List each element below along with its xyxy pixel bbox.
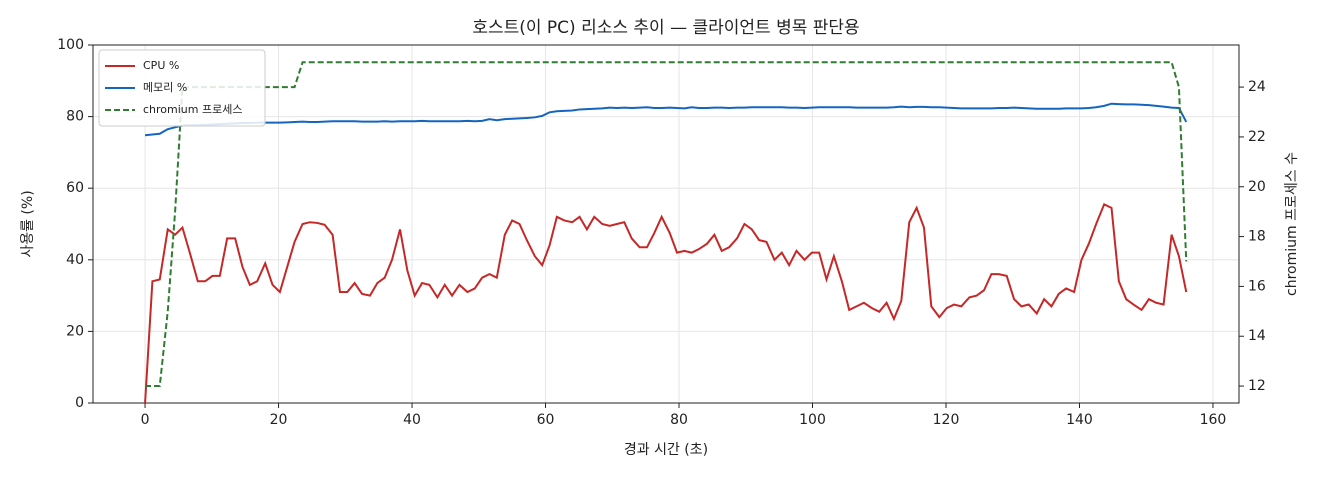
series-line bbox=[144, 202, 1188, 404]
legend-label: 메모리 % bbox=[143, 81, 187, 94]
y-axis-label: 사용률 (%) bbox=[20, 190, 36, 257]
y-tick-label: 0 bbox=[75, 395, 84, 411]
y2-axis-label: chromium 프로세스 수 bbox=[1284, 152, 1300, 296]
y2-tick-label: 18 bbox=[1248, 229, 1266, 245]
y-tick-label: 80 bbox=[66, 109, 84, 125]
y-tick-label: 40 bbox=[66, 252, 84, 268]
legend-label: CPU % bbox=[143, 59, 179, 72]
y-tick-label: 60 bbox=[66, 180, 84, 196]
y2-tick-label: 24 bbox=[1248, 79, 1266, 95]
x-tick-label: 160 bbox=[1200, 412, 1227, 428]
x-tick-label: 140 bbox=[1066, 412, 1093, 428]
y2-tick-label: 14 bbox=[1248, 328, 1266, 344]
y2-tick-label: 12 bbox=[1248, 378, 1266, 394]
x-tick-label: 60 bbox=[537, 412, 555, 428]
x-tick-label: 80 bbox=[670, 412, 688, 428]
x-tick-label: 120 bbox=[933, 412, 960, 428]
chart-title: 호스트(이 PC) 리소스 추이 — 클라이언트 병목 판단용 bbox=[472, 18, 859, 38]
plot-frame bbox=[92, 44, 1240, 404]
legend-label: chromium 프로세스 bbox=[143, 103, 242, 116]
series-line bbox=[144, 102, 1188, 137]
x-tick-label: 0 bbox=[141, 412, 150, 428]
y2-tick-label: 20 bbox=[1248, 179, 1266, 195]
x-tick-label: 40 bbox=[403, 412, 421, 428]
x-tick-label: 20 bbox=[270, 412, 288, 428]
y-tick-label: 20 bbox=[66, 323, 84, 339]
y2-tick-label: 16 bbox=[1248, 278, 1266, 294]
y-tick-label: 100 bbox=[57, 37, 84, 53]
legend-box bbox=[98, 49, 266, 127]
series-line bbox=[145, 61, 1188, 388]
x-axis-label: 경과 시간 (초) bbox=[624, 442, 708, 458]
x-tick-label: 100 bbox=[799, 412, 826, 428]
y2-tick-label: 22 bbox=[1248, 129, 1266, 145]
